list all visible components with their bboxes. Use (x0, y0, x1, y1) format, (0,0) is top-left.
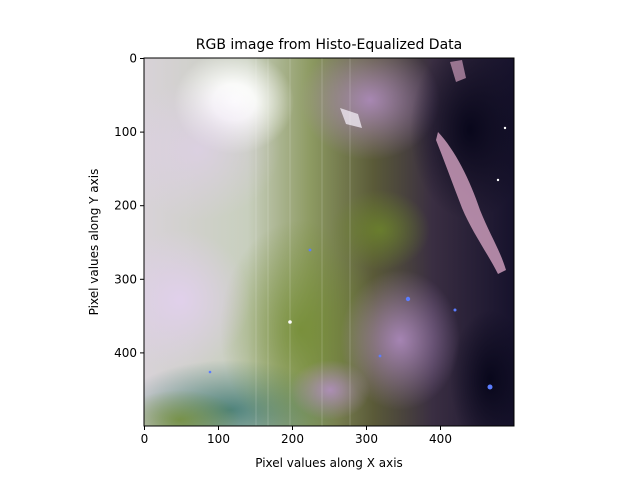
x-tick-label: 300 (355, 432, 378, 446)
x-tick-label: 0 (141, 432, 149, 446)
y-tick-label: 300 (114, 272, 137, 286)
y-axis: 0 100 200 300 400 (114, 52, 144, 360)
x-axis-label: Pixel values along X axis (255, 456, 403, 470)
x-tick-label: 100 (207, 432, 230, 446)
y-tick-label: 0 (129, 52, 137, 66)
nebula-image (144, 58, 514, 426)
y-axis-label: Pixel values along Y axis (87, 169, 101, 316)
chart-title: RGB image from Histo-Equalized Data (196, 37, 463, 53)
y-tick-label: 200 (114, 199, 137, 213)
x-tick-label: 200 (281, 432, 304, 446)
x-tick-label: 400 (429, 432, 452, 446)
x-axis: 0 100 200 300 400 (141, 426, 452, 446)
axes-frame (143, 57, 515, 427)
y-tick-label: 100 (114, 125, 137, 139)
y-tick-label: 400 (114, 346, 137, 360)
